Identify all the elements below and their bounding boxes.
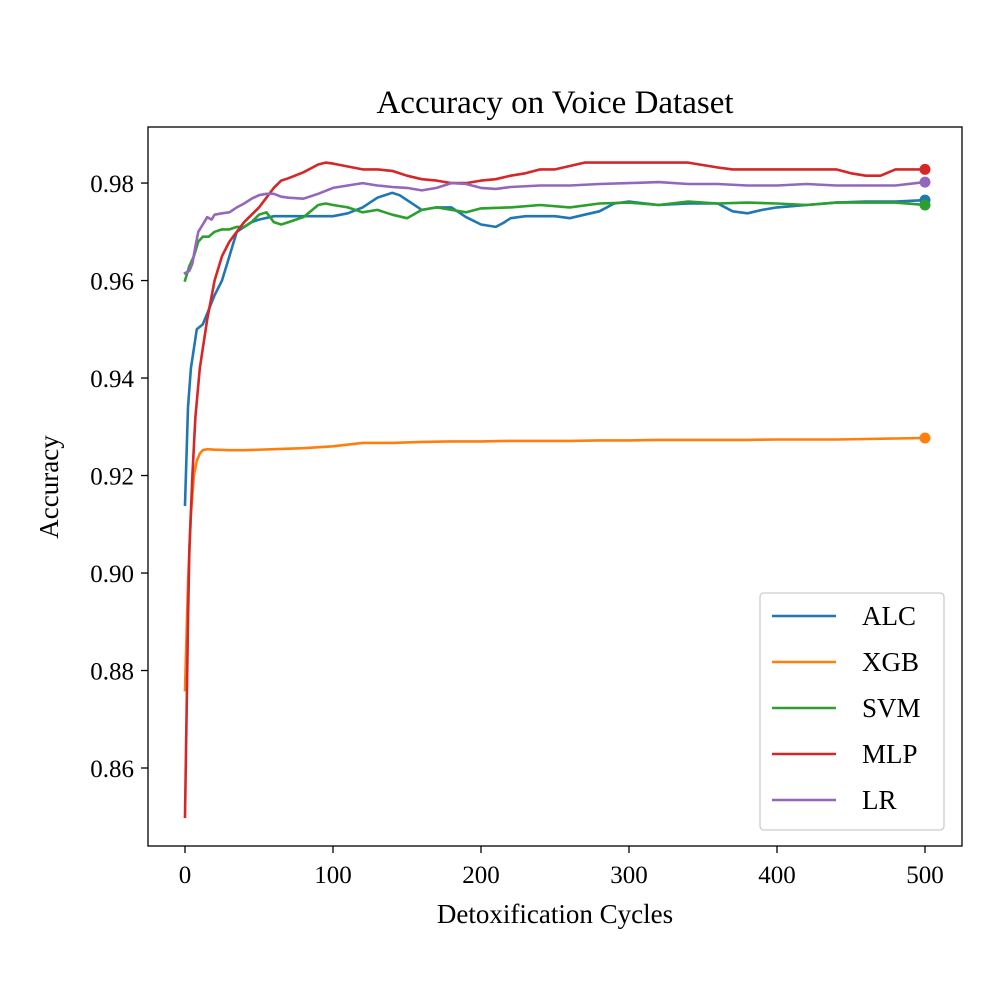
series-layer <box>183 161 931 819</box>
y-tick-label: 0.96 <box>90 269 134 296</box>
y-tick-label: 0.88 <box>90 659 134 686</box>
legend-label-svm: SVM <box>862 693 921 723</box>
y-tick-label: 0.86 <box>90 756 134 783</box>
series-end-point-xgb <box>919 432 931 444</box>
series-end-point-mlp <box>919 163 931 175</box>
legend: ALC XGB SVM MLP LR <box>759 592 945 831</box>
legend-box <box>759 592 945 831</box>
legend-label-mlp: MLP <box>862 739 918 769</box>
series-end-point-lr <box>919 176 931 188</box>
x-tick-label: 200 <box>462 862 500 889</box>
legend-label-alc: ALC <box>862 601 916 631</box>
legend-label-xgb: XGB <box>862 647 919 677</box>
y-axis-label: Accuracy <box>34 435 64 539</box>
series-line-lr <box>183 180 927 275</box>
x-tick-label: 0 <box>179 862 192 889</box>
x-axis: 0 100 200 300 400 500 <box>179 846 944 889</box>
chart-title: Accuracy on Voice Dataset <box>376 85 733 121</box>
x-tick-label: 300 <box>610 862 648 889</box>
series-line-mlp <box>183 161 927 819</box>
series-end-point-svm <box>919 199 931 211</box>
x-tick-label: 100 <box>314 862 352 889</box>
series-line-xgb <box>183 436 927 692</box>
series-line-svm <box>183 200 927 283</box>
plot-frame <box>147 126 963 847</box>
y-tick-label: 0.92 <box>90 464 134 491</box>
x-tick-label: 500 <box>906 862 944 889</box>
y-tick-label: 0.94 <box>90 366 134 393</box>
x-axis-label: Detoxification Cycles <box>437 899 673 929</box>
y-axis: 0.86 0.88 0.90 0.92 0.94 0.96 0.98 <box>90 171 148 783</box>
x-tick-label: 400 <box>758 862 796 889</box>
legend-label-lr: LR <box>862 785 897 815</box>
y-tick-label: 0.90 <box>90 561 134 588</box>
y-tick-label: 0.98 <box>90 171 134 198</box>
